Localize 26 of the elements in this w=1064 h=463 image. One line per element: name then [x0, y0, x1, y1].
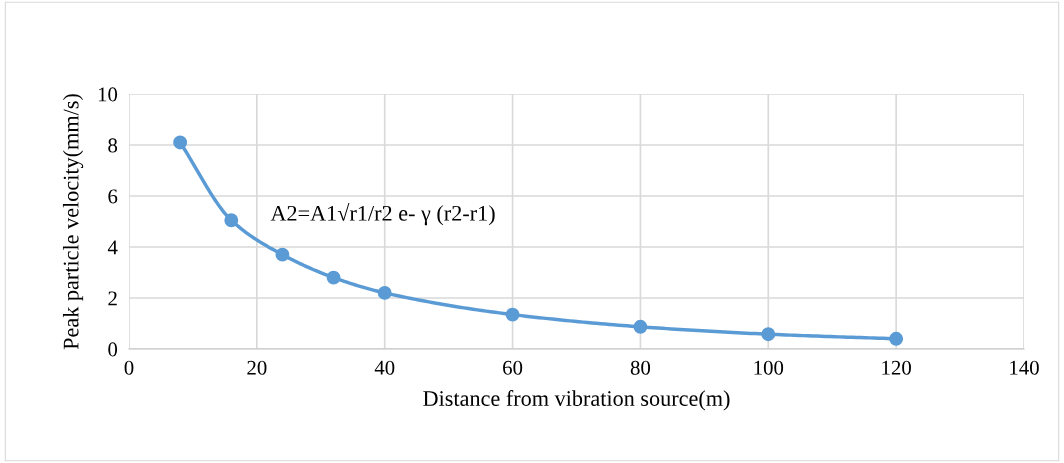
point	[377, 285, 392, 300]
x-tick-label: 40	[374, 360, 395, 375]
x-tick-label: 60	[503, 360, 523, 375]
point	[275, 247, 290, 262]
x-tick-label: 100	[754, 360, 784, 375]
point	[633, 319, 648, 334]
x-tick-label: 0	[124, 360, 134, 375]
y-tick-label: 6	[108, 189, 118, 204]
point	[224, 213, 239, 228]
y-tick-label: 0	[108, 342, 118, 357]
point	[326, 270, 341, 285]
x-tick-label: 120	[882, 360, 911, 375]
y-tick-label: 2	[108, 291, 117, 306]
x-tick-label: 80	[630, 360, 651, 375]
x-tick-label: 140	[1010, 360, 1039, 375]
point	[761, 327, 776, 342]
y-tick-label: 4	[107, 240, 118, 255]
point	[505, 307, 520, 322]
annotation: A2=A1√r1/r2 e- γ (r2-r1)	[270, 203, 495, 226]
x-axis-title: Distance from vibration source(m)	[423, 390, 730, 411]
point	[889, 331, 904, 346]
point	[173, 135, 188, 150]
x-tick-label: 20	[247, 360, 267, 375]
y-tick-label: 8	[108, 138, 118, 153]
y-axis-title: Peak particle velocity(mm/s)	[62, 94, 84, 350]
y-tick-label: 10	[98, 87, 118, 102]
